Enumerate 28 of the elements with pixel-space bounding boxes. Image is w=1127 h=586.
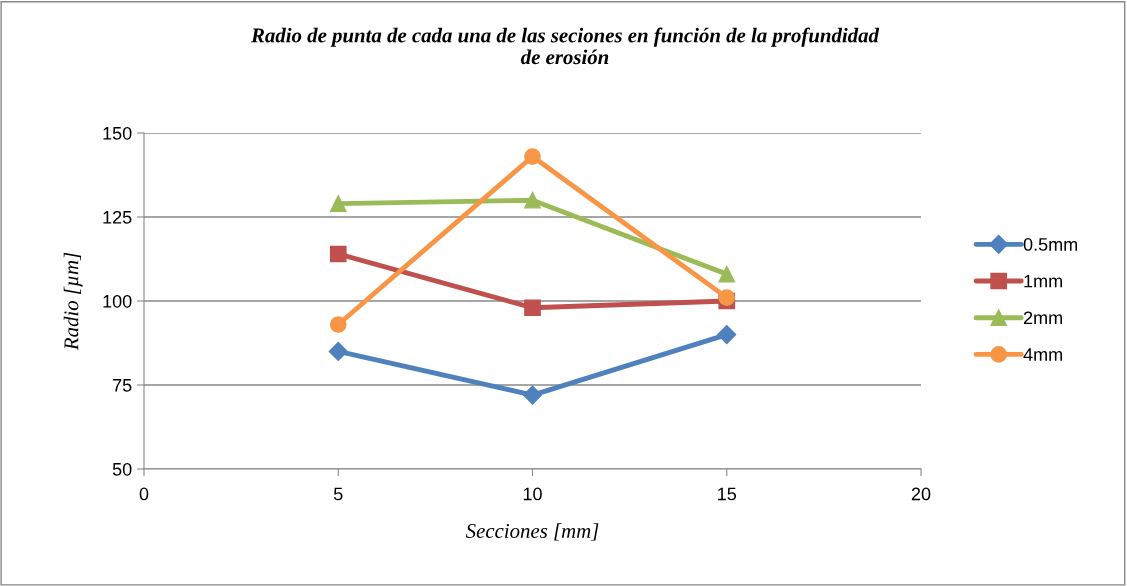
point [328, 341, 348, 361]
y-tick-label: 100 [103, 294, 132, 308]
y-axis-title: Radio [µm] [63, 252, 83, 351]
point [329, 195, 347, 212]
point [718, 289, 736, 306]
point [524, 299, 541, 317]
legend-label: 2mm [1023, 311, 1062, 325]
point [717, 325, 737, 345]
legend-label: 1mm [1024, 274, 1062, 288]
x-tick-label: 10 [523, 487, 542, 501]
y-tick-label: 50 [112, 462, 132, 476]
x-tick-label: 0 [139, 487, 149, 501]
point [522, 385, 543, 405]
point [524, 191, 541, 209]
legend-label: 0.5mm [1023, 238, 1078, 251]
point [329, 245, 347, 263]
y-tick-label: 75 [113, 379, 132, 392]
y-tick-label: 125 [103, 210, 132, 224]
point [718, 265, 736, 283]
legend-label: 4mm [1023, 348, 1062, 361]
x-axis-title: Secciones [mm] [465, 523, 599, 541]
chart-title: Radio de punta de cada una de las seciones en función de la profundidad de erosión [251, 27, 880, 65]
point [329, 316, 347, 333]
x-tick-label: 15 [718, 487, 737, 501]
point [524, 148, 541, 165]
y-tick-label: 150 [103, 126, 132, 140]
x-tick-label: 20 [911, 487, 931, 501]
x-tick-label: 5 [333, 487, 343, 501]
